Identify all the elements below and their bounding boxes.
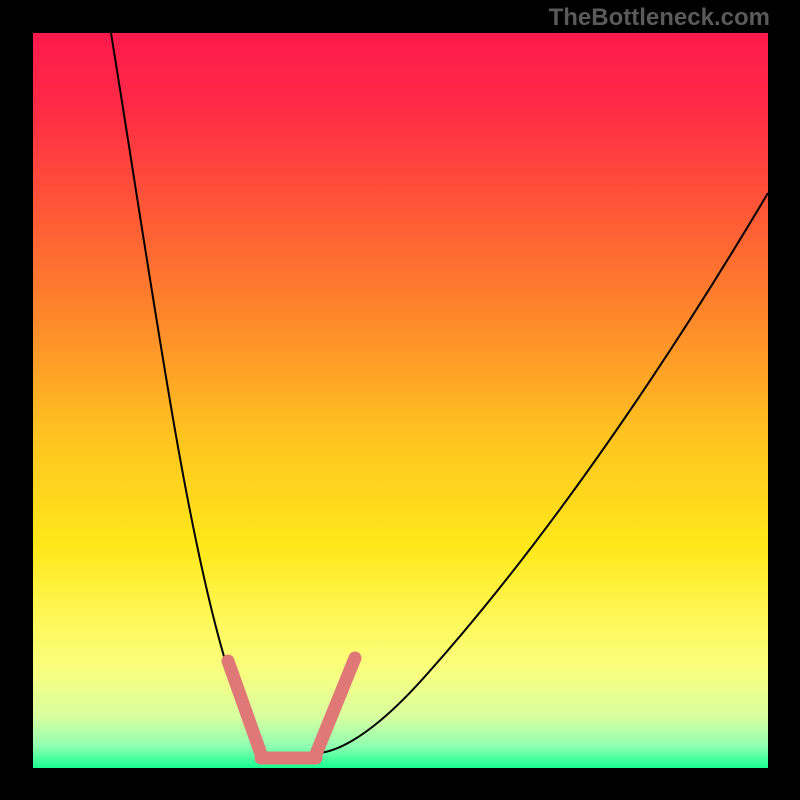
curve-layer bbox=[33, 33, 768, 768]
valley-marker-right bbox=[316, 658, 355, 754]
watermark-text: TheBottleneck.com bbox=[549, 4, 770, 32]
chart-container: TheBottleneck.com bbox=[0, 0, 800, 800]
plot-area bbox=[33, 33, 768, 768]
valley-marker-left bbox=[228, 661, 261, 754]
right-curve bbox=[316, 193, 768, 753]
left-curve bbox=[111, 33, 260, 751]
